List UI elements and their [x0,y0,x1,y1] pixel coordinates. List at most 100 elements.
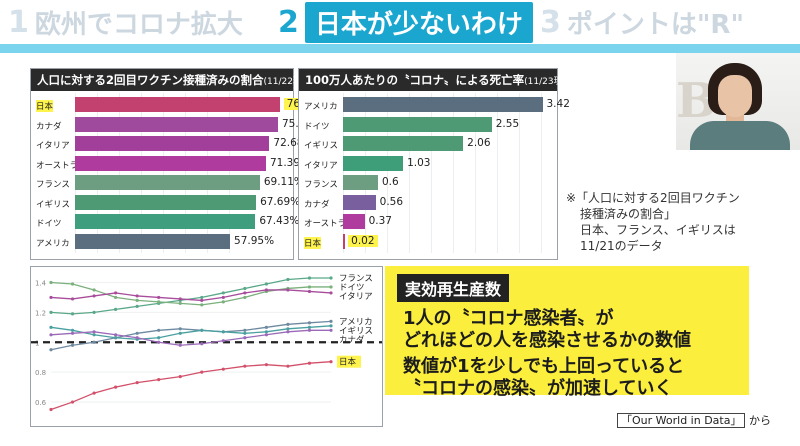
bar-category-label: オーストラリア [36,160,96,171]
bar-category-label: カナダ [304,199,330,210]
bar-1 [75,116,278,132]
info-line: 数値が1を少しでも上回っていると [403,356,685,377]
series-point [307,289,312,294]
series-point [70,282,75,286]
bar-7 [75,233,231,249]
series-label: カナダ [339,334,365,345]
topic-number: 3 [540,4,561,40]
series-point [286,330,290,334]
series-point [114,385,118,389]
bar-category-label: 日本 [36,100,54,112]
series-point [92,391,96,395]
series-point [200,295,204,300]
bar-category-label: イタリア [304,160,338,171]
series-point [200,298,204,303]
series-point [92,294,96,298]
bar-value-label: 0.56 [379,195,404,208]
series-point [70,331,75,335]
series-label: アメリカ [339,317,373,327]
note-line: ※「人口に対する2回目ワクチン [566,191,740,205]
bar-5 [75,194,257,210]
series-point [157,328,161,332]
series-point [329,319,333,323]
series-point [70,400,75,404]
series-point [135,304,139,308]
bar-category-label: 日本 [304,236,322,249]
series-point [135,298,139,303]
bar-0 [75,97,280,112]
presenter-video: B [676,53,800,150]
y-tick-label: 0.6 [35,399,47,407]
series-point [49,333,53,337]
series-point [307,325,312,329]
series-point [243,286,247,291]
series-point [178,375,182,379]
series-point [221,295,225,300]
series-point [157,295,161,300]
bar-value-label: 69.11% [263,176,304,188]
series-point [49,407,53,412]
series-point [264,288,268,292]
topic-text: 欧州でコロナ拡大 [34,9,243,40]
chart-title-text: 人口に対する2回目ワクチン接種済みの割合 [37,73,264,87]
bar-value-label: 2.06 [467,137,491,149]
series-point [157,378,161,382]
y-tick-label: 1.4 [35,279,47,287]
series-point [200,370,204,374]
bar-category-label: イタリア [36,141,70,151]
presenter-body [690,121,790,150]
chart-date-note: (11/23現在) [524,77,576,87]
series-point [243,328,247,332]
series-point [329,324,333,328]
series-point [49,325,53,329]
series-line-3 [50,320,332,351]
bar-value-label: 2.55 [495,117,520,130]
series-point [178,297,182,301]
bar-6 [75,214,256,229]
source-credit: 「Our World in Data」 から [617,412,771,428]
vaccination-rate-chart: 人口に対する2回目ワクチン接種済みの割合(11/22現在) 日本76.54%カナ… [30,68,330,260]
series-point [286,288,290,292]
presenter-face [718,75,752,117]
series-point [92,310,96,314]
highlight-bg [337,355,361,368]
series-point [264,333,268,337]
bar-value-label: 67.43% [259,215,300,227]
topic-number: 2 [278,4,299,40]
topic-header: 1 欧州でコロナ拡大 2 日本が少ないわけ 3 ポイントは"R" [0,0,800,44]
series-point [329,328,333,332]
bar-5 [343,194,376,210]
series-point [49,280,53,285]
bar-category-label: フランス [304,180,338,190]
bar-value-label: 0.6 [382,176,399,188]
series-point [92,340,96,344]
bar-category-label: イギリス [36,199,71,210]
series-point [221,300,225,304]
y-tick-label: 1.2 [35,309,46,317]
series-point [329,360,333,364]
series-point [286,364,290,368]
bar-category-label: アメリカ [304,102,338,112]
bar-value-label: 0.02 [348,234,378,247]
info-line: 〝コロナの感染〟が加速していく [403,378,673,399]
series-point [307,285,312,289]
topic-text: ポイントは"R" [566,9,744,40]
note-line: 日本、フランス、イギリスは [580,223,736,237]
series-point [135,381,139,385]
series-point [221,330,225,334]
series-point [114,307,118,311]
series-point [221,291,225,295]
y-tick-label: 0.8 [35,369,46,377]
chart-title: 人口に対する2回目ワクチン接種済みの割合(11/22現在) [31,69,314,91]
series-point [286,322,290,326]
source-name: 「Our World in Data」 [617,413,746,428]
series-point [157,300,161,304]
series-point [70,312,75,316]
header-accent-bar [0,44,800,53]
topic-item-1: 1 欧州でコロナ拡大 [8,0,243,44]
series-point [178,327,182,331]
series-point [135,294,139,298]
note-line: 11/21のデータ [580,239,663,253]
series-point [307,276,312,280]
